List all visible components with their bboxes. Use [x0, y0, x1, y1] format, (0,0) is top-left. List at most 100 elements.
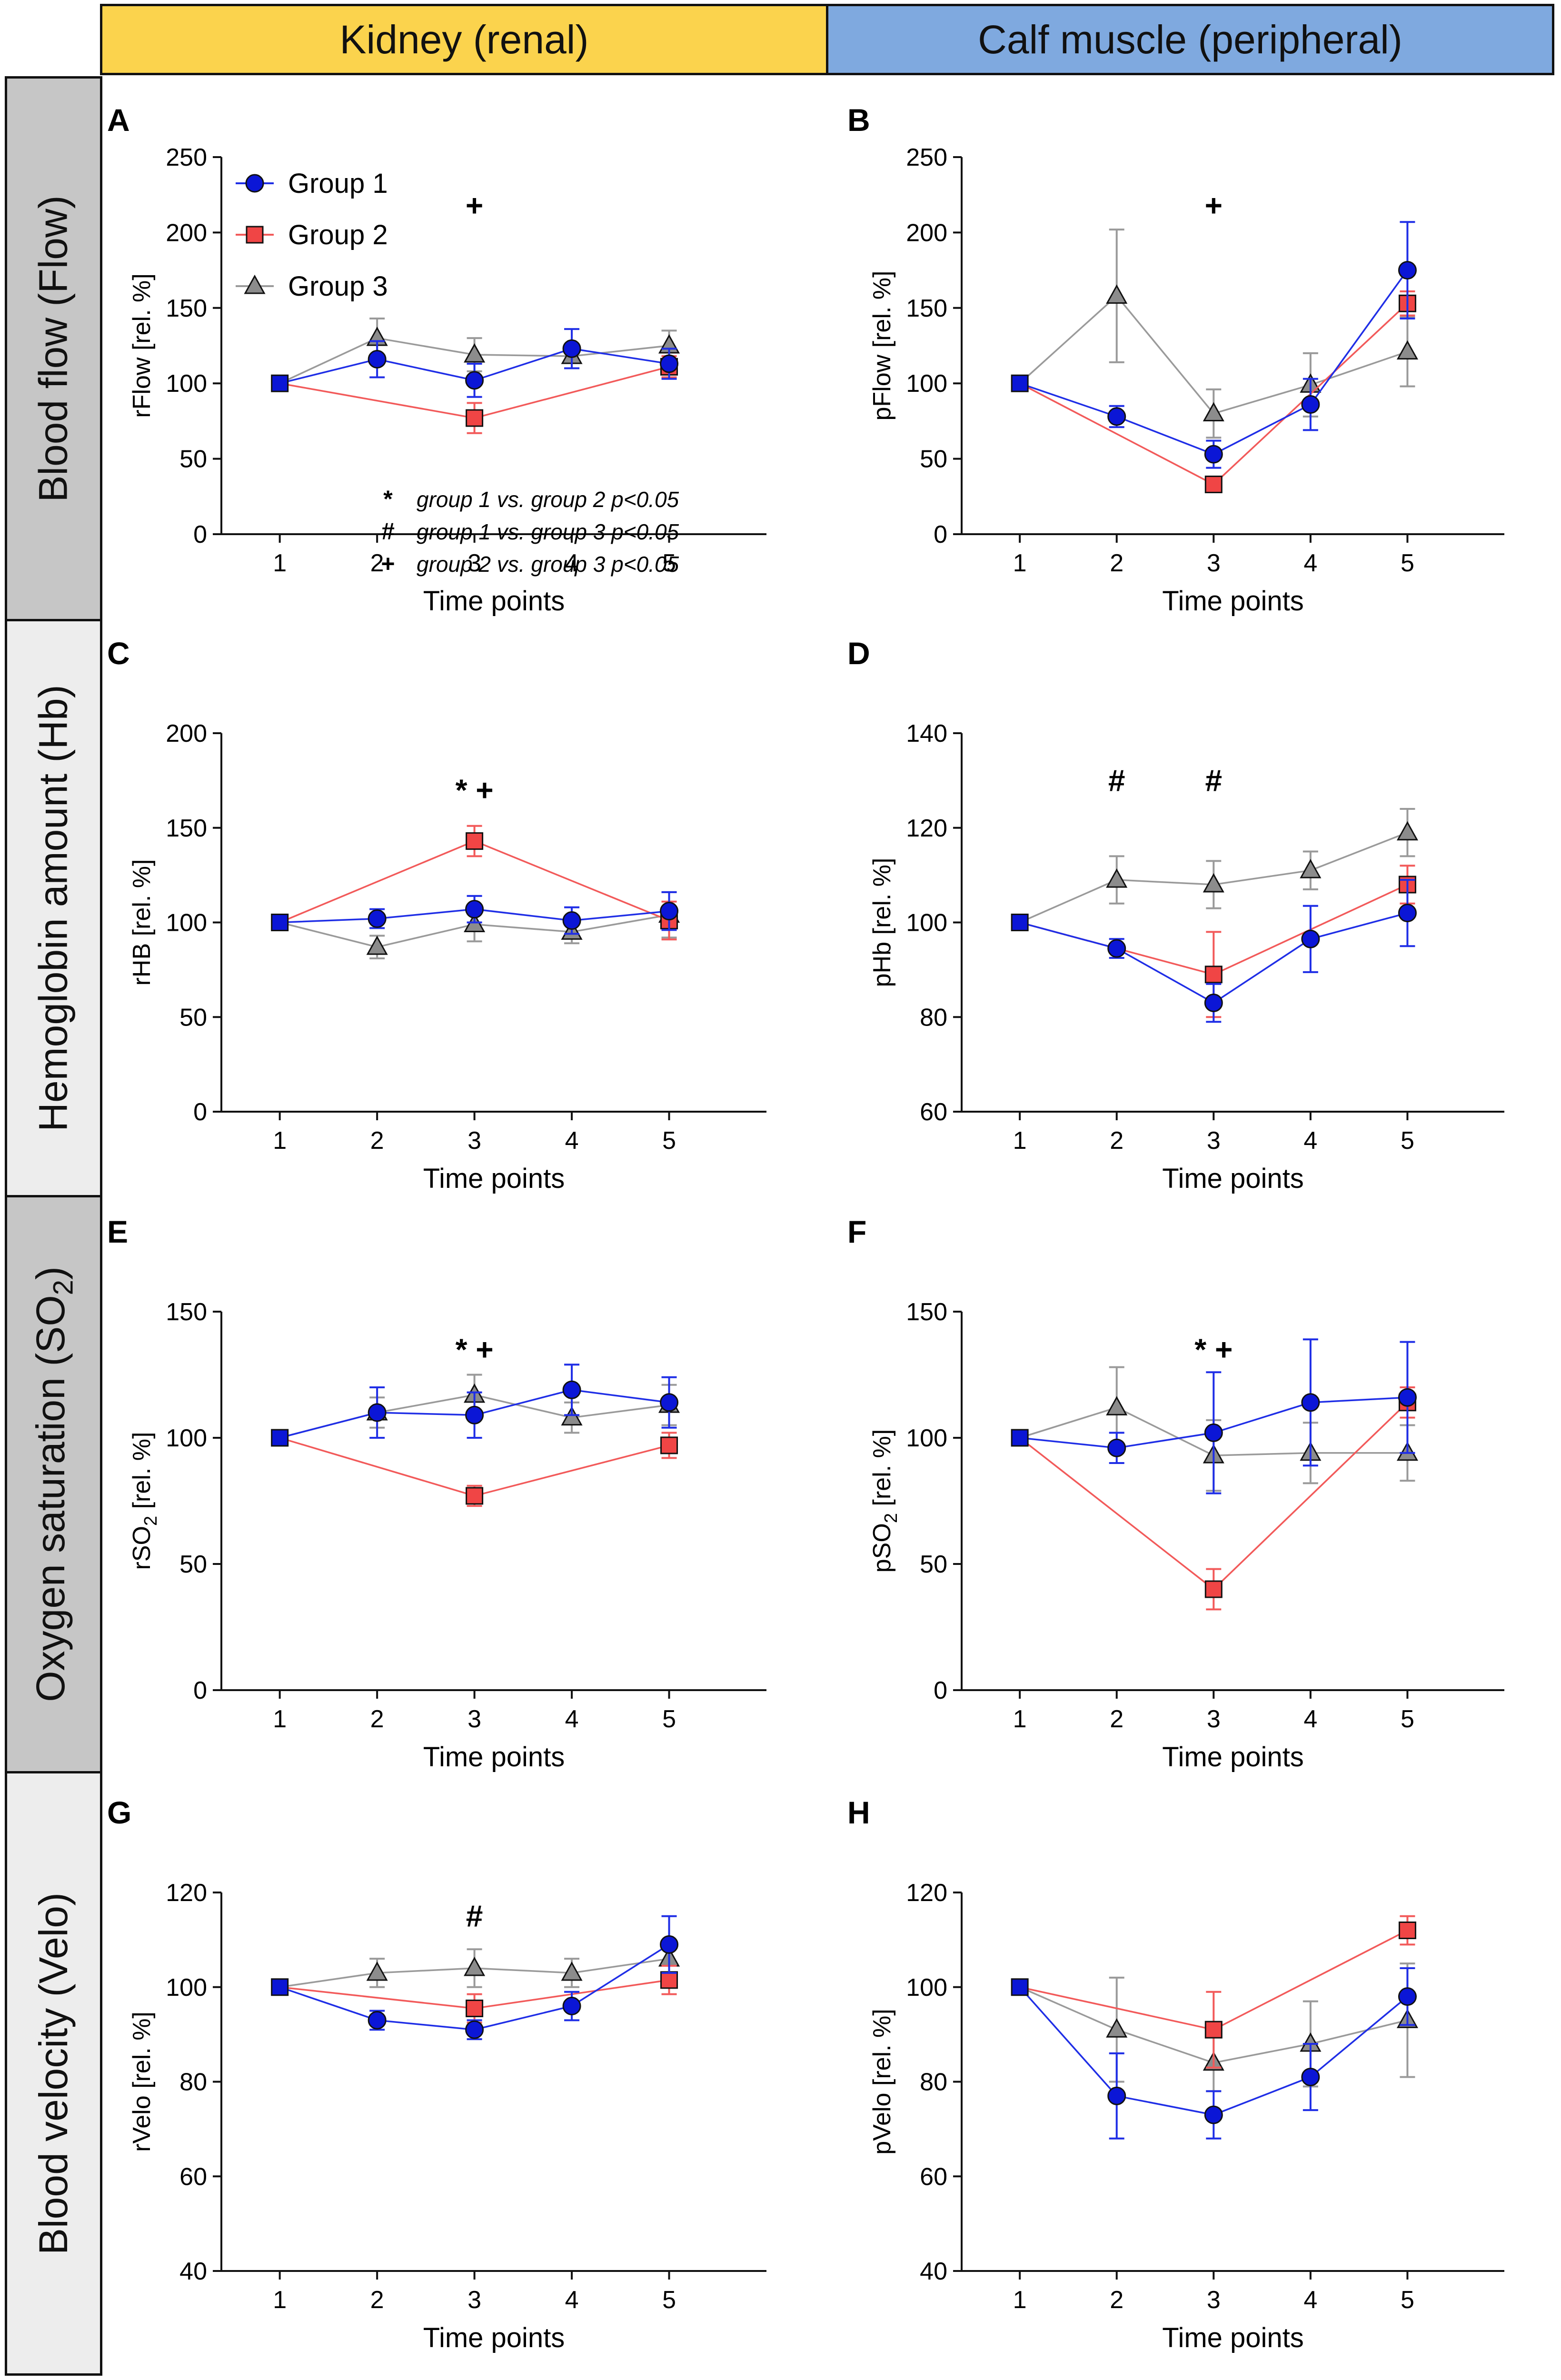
y-tick-label: 50	[920, 446, 947, 473]
point-baseline	[271, 1429, 289, 1447]
panel-letter: H	[847, 1795, 870, 1830]
row-header-so2: Oxygen saturation (SO2)	[5, 1195, 102, 1773]
panel-letter: A	[107, 102, 130, 138]
point-group-1	[1204, 1423, 1223, 1442]
stats-note-text: group 1 vs. group 3 p<0.05	[417, 519, 679, 544]
point-group-2	[1204, 475, 1223, 493]
point-group-2	[1204, 1580, 1223, 1598]
y-tick-label: 80	[920, 2069, 947, 2096]
y-tick-label: 50	[920, 1551, 947, 1578]
x-tick-label: 2	[370, 1705, 384, 1733]
x-tick-label: 4	[565, 2286, 579, 2314]
point-group-3	[464, 343, 486, 363]
x-tick-label: 1	[273, 1127, 287, 1155]
legend-marker-group-3	[244, 274, 266, 294]
point-group-1	[1107, 407, 1126, 426]
point-group-2	[1204, 2021, 1223, 2039]
y-tick-label: 100	[906, 1974, 947, 2002]
point-group-3	[1203, 873, 1224, 893]
point-baseline	[271, 374, 289, 392]
point-group-3	[464, 1956, 486, 1976]
x-tick-label: 2	[370, 2286, 384, 2314]
point-group-3	[1106, 2018, 1128, 2038]
point-group-1	[660, 902, 679, 921]
legend-marker-group-1	[245, 174, 264, 193]
point-group-1	[368, 909, 387, 928]
panel-letter: B	[847, 102, 870, 138]
point-group-1	[465, 371, 484, 390]
point-group-1	[1301, 395, 1320, 414]
significance-marker: * +	[456, 1333, 494, 1367]
y-tick-label: 80	[920, 1004, 947, 1031]
point-baseline	[1011, 1978, 1029, 1996]
y-axis-label: pSO2 [rel. %]	[868, 1429, 901, 1573]
chart-panel-b: B 0 50 100 150 200 250 1 2 3 4 5 Time points pFlow [r…	[847, 102, 1504, 617]
point-baseline	[1011, 374, 1029, 392]
stats-note-symbol: +	[381, 550, 395, 577]
point-group-3	[1106, 284, 1128, 304]
point-group-1	[1107, 2086, 1126, 2105]
x-tick-label: 3	[1207, 1705, 1221, 1733]
y-axis-label: pVelo [rel. %]	[868, 2009, 896, 2154]
y-tick-label: 100	[166, 909, 207, 937]
stats-note-symbol: *	[383, 486, 393, 512]
point-group-1	[1398, 261, 1417, 280]
x-tick-label: 2	[1110, 549, 1124, 577]
y-tick-label: 50	[179, 1004, 207, 1031]
panel-letter: C	[107, 636, 130, 671]
x-tick-label: 2	[1110, 1705, 1124, 1733]
y-tick-label: 50	[179, 1551, 207, 1578]
x-tick-label: 3	[1207, 549, 1221, 577]
y-tick-label: 100	[166, 1424, 207, 1452]
x-tick-label: 3	[1207, 2286, 1221, 2314]
point-group-1	[1107, 1438, 1126, 1457]
x-tick-label: 4	[565, 1127, 579, 1155]
x-tick-label: 1	[1013, 1127, 1027, 1155]
y-axis-label: pFlow [rel. %]	[868, 271, 896, 421]
point-group-1	[1204, 993, 1223, 1012]
x-axis-label: Time points	[423, 586, 565, 617]
x-tick-label: 4	[1303, 549, 1317, 577]
chart-panel-g: G 40 60 80 100 120 1 2 3 4 5 Time points rVelo [rel.…	[107, 1795, 766, 2353]
y-tick-label: 100	[906, 1424, 947, 1452]
x-axis-label: Time points	[1162, 1163, 1304, 1194]
stats-note-text: group 1 vs. group 2 p<0.05	[417, 487, 679, 512]
significance-marker: +	[466, 188, 483, 222]
x-tick-label: 1	[273, 2286, 287, 2314]
y-tick-label: 100	[906, 909, 947, 937]
point-group-3	[1106, 1396, 1128, 1415]
x-tick-label: 3	[467, 1127, 481, 1155]
x-tick-label: 5	[1401, 1705, 1414, 1733]
x-tick-label: 4	[1303, 2286, 1317, 2314]
point-group-1	[660, 1935, 679, 1954]
y-tick-label: 100	[906, 370, 947, 398]
point-group-2	[660, 1436, 678, 1454]
chart-panel-f: F 0 50 100 150 1 2 3 4 5 Time points pSO2 [rel. %] *…	[847, 1214, 1504, 1773]
column-header-kidney: Kidney (renal)	[100, 4, 828, 75]
y-tick-label: 80	[179, 2069, 207, 2096]
panel-letter: E	[107, 1214, 128, 1249]
y-tick-label: 200	[166, 219, 207, 247]
y-axis-label: rHB [rel. %]	[128, 859, 156, 986]
y-tick-label: 150	[166, 815, 207, 842]
point-group-1	[465, 900, 484, 919]
point-group-3	[561, 1406, 583, 1426]
panel-letter: G	[107, 1795, 131, 1830]
legend-label: Group 2	[288, 219, 388, 250]
point-group-3	[1203, 402, 1224, 422]
significance-marker: #	[1205, 763, 1222, 797]
point-group-1	[1398, 1388, 1417, 1407]
y-axis-label: rSO2 [rel. %]	[128, 1432, 161, 1570]
legend-label: Group 1	[288, 168, 388, 199]
significance-marker: +	[1205, 188, 1223, 222]
point-group-1	[1301, 1393, 1320, 1412]
y-tick-label: 150	[166, 1298, 207, 1326]
point-group-3	[1300, 859, 1322, 878]
significance-marker: * +	[1194, 1333, 1233, 1367]
row-header-velo: Blood velocity (Velo)	[5, 1771, 102, 2376]
chart-panel-c: C 0 50 100 150 200 1 2 3 4 5 Time points rHB [rel. %…	[107, 636, 766, 1194]
point-group-1	[1107, 939, 1126, 958]
point-group-2	[660, 1971, 678, 1989]
y-tick-label: 250	[166, 144, 207, 171]
